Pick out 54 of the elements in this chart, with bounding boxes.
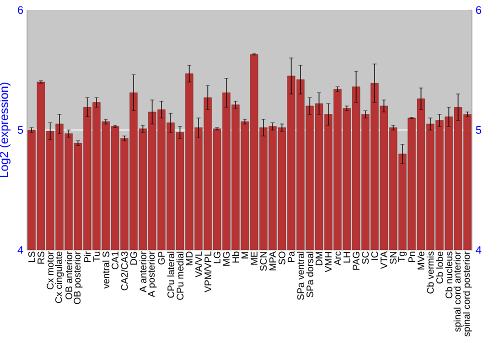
y-tick-label: 4	[18, 246, 24, 254]
x-tick-label: VPM/VPL	[204, 252, 212, 292]
x-tick-label: RS	[38, 252, 44, 264]
y-tick-label: 5	[18, 126, 24, 134]
x-tick-label: MVe	[418, 252, 424, 270]
x-tick-label: ventral S	[102, 252, 110, 289]
x-tick-label: OB anterior	[65, 251, 72, 300]
x-tick-label: CA2/CA3	[120, 252, 128, 290]
x-tick-label: MPA	[269, 251, 276, 270]
x-tick-label: ME	[250, 252, 258, 265]
x-tick-label: VMH	[325, 252, 332, 272]
x-tick-label: Pir	[84, 251, 91, 262]
x-tick-label: A posterior	[148, 251, 157, 298]
x-tick-label: MG	[222, 252, 230, 266]
x-tick-label: SC	[362, 252, 369, 264]
x-tick-label: VTA	[380, 251, 388, 269]
x-tick-label: LH	[344, 252, 350, 263]
x-tick-label: LS	[28, 252, 36, 262]
x-tick-label: Tu	[93, 252, 100, 262]
x-tick-label: SCN	[260, 252, 267, 271]
x-tick-label: VA/VL	[195, 251, 202, 278]
x-tick-label: spinal cord anterior	[454, 251, 463, 332]
x-tick-label: spinal cord posterior	[462, 251, 472, 336]
x-tick-label: Cx motor	[46, 251, 54, 290]
y2-tick-label: 6	[476, 6, 482, 14]
x-tick-label: MD	[186, 252, 193, 266]
x-tick-label: SN	[390, 252, 397, 264]
y2-tick-label: 4	[476, 246, 482, 254]
x-tick-label: IC	[371, 252, 378, 260]
x-tick-label: CPu medial	[176, 252, 184, 300]
x-tick-label: OB posterior	[74, 251, 82, 304]
x-tick-label: Cb vermis	[426, 252, 434, 294]
x-tick-label: Pn	[408, 252, 416, 262]
x-tick-label: Arc	[334, 251, 341, 266]
x-tick-label: LG	[214, 252, 220, 264]
x-tick-label: PAG	[352, 252, 360, 270]
x-tick-label: Cb nucleus	[445, 252, 452, 298]
x-tick-label: SPa ventral	[297, 252, 304, 300]
x-tick-label: SPa dorsal	[306, 252, 314, 298]
x-tick-label: Hb	[232, 252, 240, 263]
x-tick-label: DG	[130, 252, 137, 265]
x-tick-label: Cx cingulate	[55, 252, 64, 303]
x-tick-label: Cb lobe	[436, 252, 444, 284]
x-tick-label: CPu lateral	[167, 252, 174, 298]
x-tick-label: DM	[316, 252, 322, 266]
x-tick-label: CA1	[112, 252, 118, 270]
x-tick-label: Pa	[288, 251, 295, 262]
x-tick-label: GP	[158, 252, 165, 264]
y-tick-label: 6	[18, 6, 23, 14]
y2-tick-label: 5	[476, 126, 482, 134]
x-tick-label: Tg	[398, 252, 407, 262]
x-tick-label: A anterior	[139, 251, 146, 292]
x-tick-label: M	[242, 252, 248, 258]
x-tick-label: SO	[278, 252, 286, 264]
